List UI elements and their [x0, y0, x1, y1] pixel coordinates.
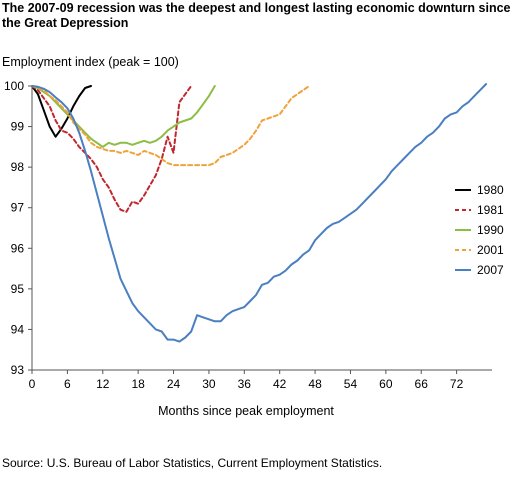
x-tick-label: 36 [238, 377, 252, 391]
chart-title: The 2007-09 recession was the deepest an… [2, 1, 511, 30]
x-tick-label: 42 [273, 377, 287, 391]
x-axis-label: Months since peak employment [158, 404, 334, 418]
x-tick-label: 48 [308, 377, 322, 391]
x-tick-label: 18 [131, 377, 145, 391]
y-tick-label: 97 [11, 201, 25, 215]
x-tick-label: 66 [415, 377, 429, 391]
x-tick-label: 6 [64, 377, 71, 391]
x-tick-label: 0 [29, 377, 36, 391]
y-tick-label: 98 [11, 160, 25, 174]
y-tick-label: 100 [4, 79, 24, 93]
series-line-2007 [31, 83, 488, 343]
legend: 1980 1981 1990 2001 2007 [455, 183, 504, 277]
y-tick-label: 96 [11, 241, 25, 255]
series-line-1980 [31, 85, 92, 138]
y-tick-label: 95 [11, 282, 25, 296]
legend-label-2007: 2007 [477, 263, 504, 277]
y-axis-label: Employment index (peak = 100) [2, 55, 179, 69]
source-note: Source: U.S. Bureau of Labor Statistics,… [2, 456, 383, 470]
series-line-2001 [31, 85, 311, 167]
axes: 93 94 95 96 97 98 99 100 0 6 12 18 24 30 36 42 48 54 60 66 7… [4, 79, 492, 391]
legend-label-2001: 2001 [477, 243, 504, 257]
y-tick-label: 99 [11, 120, 25, 134]
legend-label-1980: 1980 [477, 183, 504, 197]
y-tick-label: 93 [11, 363, 25, 377]
legend-label-1990: 1990 [477, 223, 504, 237]
x-tick-label: 30 [202, 377, 216, 391]
x-tick-label: 72 [450, 377, 464, 391]
x-tick-label: 12 [96, 377, 110, 391]
series-line-1990 [31, 85, 216, 148]
legend-label-1981: 1981 [477, 203, 504, 217]
x-tick-label: 54 [344, 377, 358, 391]
y-tick-label: 94 [11, 322, 25, 336]
x-tick-label: 60 [379, 377, 393, 391]
x-tick-label: 24 [167, 377, 181, 391]
series-line-1981 [31, 85, 193, 213]
series-lines [31, 83, 488, 343]
